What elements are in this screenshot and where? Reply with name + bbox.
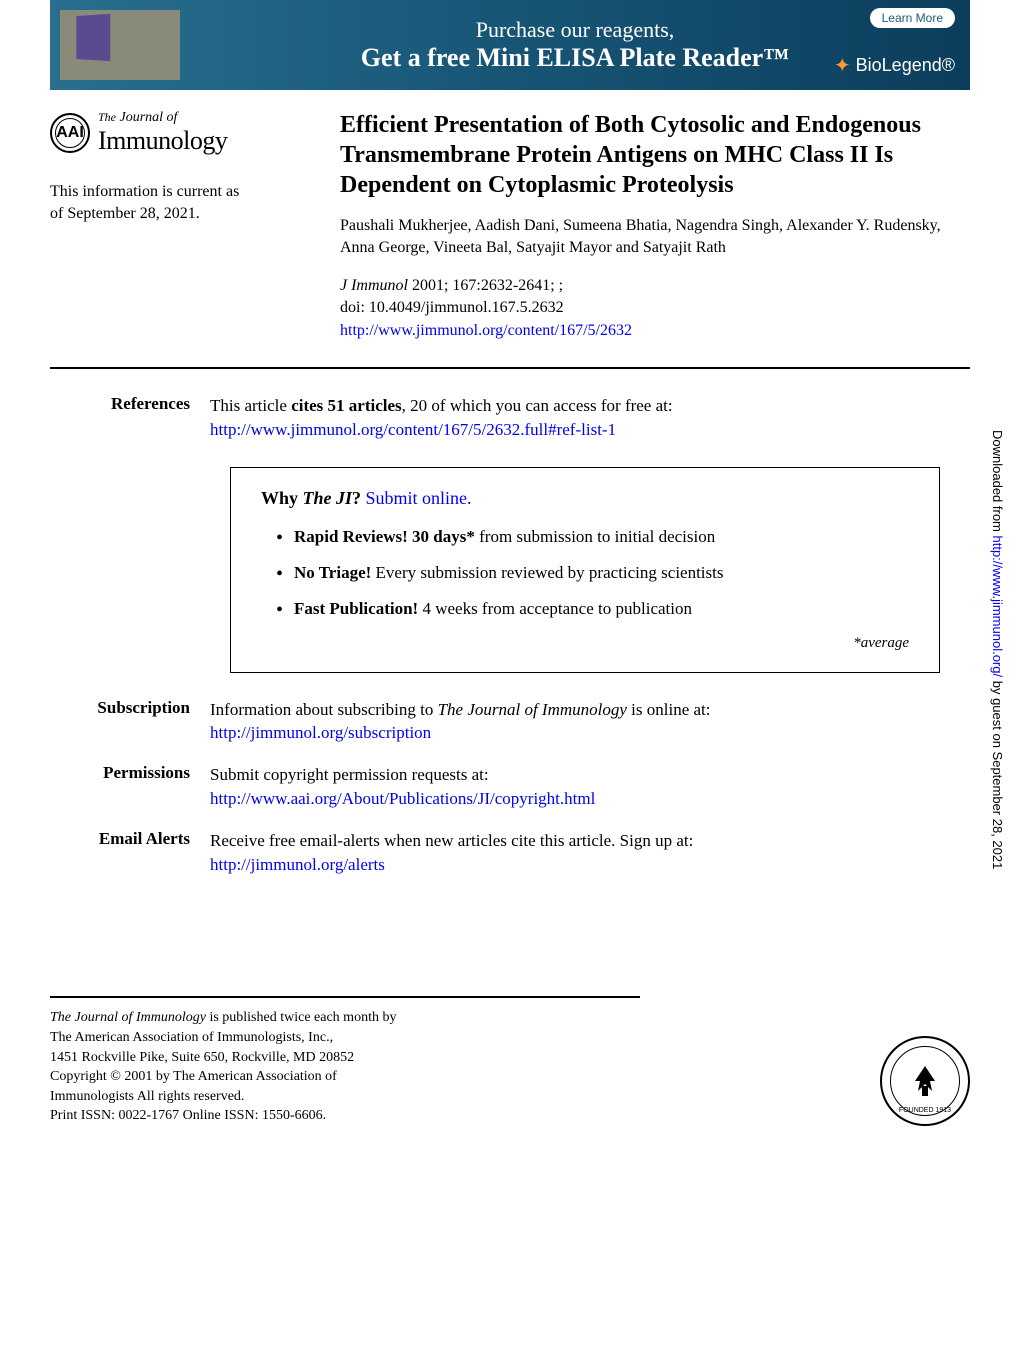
download-side-text: Downloaded from http://www.jimmunol.org/… bbox=[990, 430, 1005, 869]
side-url-link[interactable]: http://www.jimmunol.org/ bbox=[990, 536, 1005, 678]
why-item-triage: No Triage! Every submission reviewed by … bbox=[276, 563, 909, 583]
journal-abbrev: J Immunol bbox=[340, 277, 408, 294]
why-ji-box: Why The JI? Submit online. Rapid Reviews… bbox=[230, 467, 940, 673]
email-alerts-row: Email Alerts Receive free email-alerts w… bbox=[50, 829, 970, 877]
ad-line1: Purchase our reagents, bbox=[180, 17, 970, 43]
current-info: This information is current as of Septem… bbox=[50, 181, 310, 226]
subscription-row: Subscription Information about subscribi… bbox=[50, 698, 970, 746]
doi: doi: 10.4049/jimmunol.167.5.2632 bbox=[340, 299, 564, 316]
email-alerts-content: Receive free email-alerts when new artic… bbox=[210, 829, 970, 877]
why-item-fast: Fast Publication! 4 weeks from acceptanc… bbox=[276, 599, 909, 619]
immunology-text: Immunology bbox=[98, 126, 227, 156]
journal-logo: AAI The Journal of Immunology bbox=[50, 110, 310, 156]
why-title: Why The JI? Submit online. bbox=[261, 488, 909, 509]
permissions-link[interactable]: http://www.aai.org/About/Publications/JI… bbox=[210, 789, 595, 808]
article-title: Efficient Presentation of Both Cytosolic… bbox=[340, 110, 970, 200]
subscription-link[interactable]: http://jimmunol.org/subscription bbox=[210, 723, 431, 742]
email-alerts-link[interactable]: http://jimmunol.org/alerts bbox=[210, 855, 385, 874]
references-content: This article cites 51 articles, 20 of wh… bbox=[210, 394, 970, 442]
footer-row: The Journal of Immunology is published t… bbox=[50, 996, 970, 1156]
eagle-icon bbox=[900, 1056, 950, 1106]
footer-text: The Journal of Immunology is published t… bbox=[50, 1008, 640, 1126]
permissions-label: Permissions bbox=[50, 763, 210, 811]
subscription-content: Information about subscribing to The Jou… bbox=[210, 698, 970, 746]
permissions-content: Submit copyright permission requests at:… bbox=[210, 763, 970, 811]
references-row: References This article cites 51 article… bbox=[50, 394, 970, 442]
aai-footer-seal-icon: FOUNDED 1913 bbox=[880, 1036, 970, 1126]
references-link[interactable]: http://www.jimmunol.org/content/167/5/26… bbox=[210, 420, 616, 439]
current-line2: of September 28, 2021. bbox=[50, 203, 310, 225]
year-vol: 2001; 167:2632-2641; ; bbox=[408, 277, 563, 294]
article-url-link[interactable]: http://www.jimmunol.org/content/167/5/26… bbox=[340, 322, 632, 339]
founded-text: FOUNDED 1913 bbox=[899, 1107, 951, 1114]
why-item-rapid: Rapid Reviews! 30 days* from submission … bbox=[276, 527, 909, 547]
biolegend-brand: BioLegend® bbox=[834, 53, 955, 78]
average-note: *average bbox=[261, 635, 909, 652]
divider-top bbox=[50, 367, 970, 369]
permissions-row: Permissions Submit copyright permission … bbox=[50, 763, 970, 811]
article-citation: J Immunol 2001; 167:2632-2641; ; doi: 10… bbox=[340, 275, 970, 342]
references-label: References bbox=[50, 394, 210, 442]
email-alerts-label: Email Alerts bbox=[50, 829, 210, 877]
why-list: Rapid Reviews! 30 days* from submission … bbox=[261, 527, 909, 619]
current-line1: This information is current as bbox=[50, 181, 310, 203]
journal-of-text: The Journal of bbox=[98, 110, 227, 126]
subscription-label: Subscription bbox=[50, 698, 210, 746]
submit-online-link[interactable]: Submit online. bbox=[361, 488, 472, 508]
ad-product-image bbox=[60, 10, 180, 80]
ad-banner[interactable]: Purchase our reagents, Get a free Mini E… bbox=[50, 0, 970, 90]
footer-divider bbox=[50, 996, 640, 998]
article-authors: Paushali Mukherjee, Aadish Dani, Sumeena… bbox=[340, 215, 970, 260]
aai-seal-icon: AAI bbox=[50, 113, 90, 153]
learn-more-button[interactable]: Learn More bbox=[870, 8, 955, 28]
